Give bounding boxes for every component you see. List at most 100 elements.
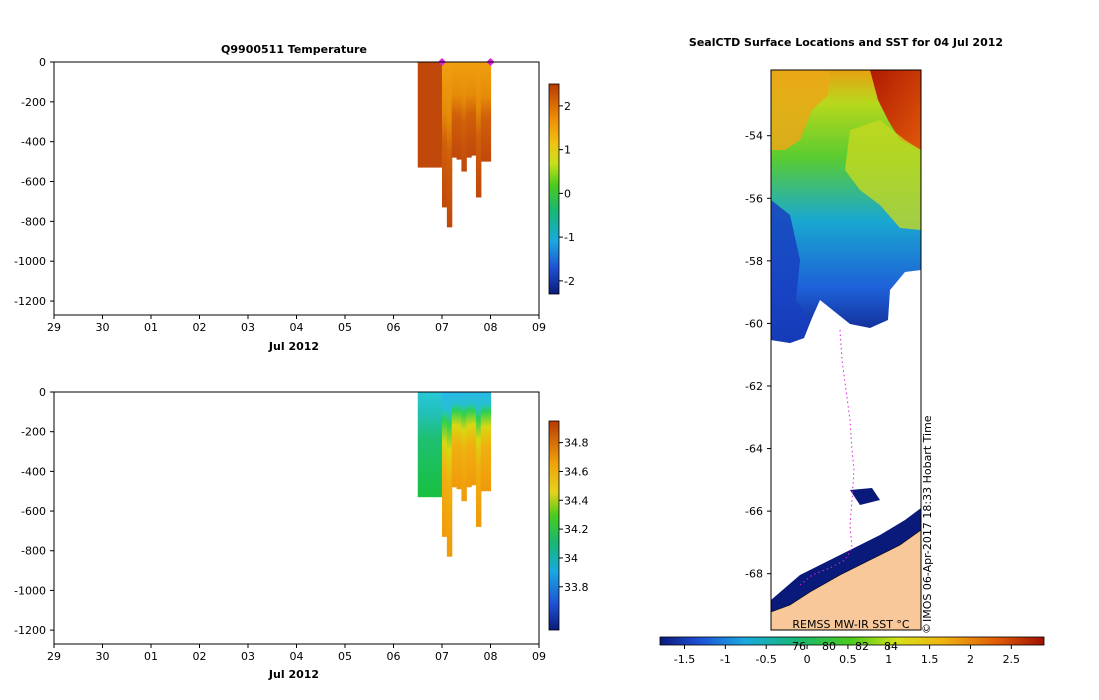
salinity-xtick-label: 06 xyxy=(387,650,401,663)
sst-lat-tick-label: -64 xyxy=(745,443,763,456)
salinity-xtick-label: 01 xyxy=(144,650,158,663)
temperature-ytick-label: -600 xyxy=(21,176,46,189)
salinity-profile-cell xyxy=(442,392,448,537)
sst-lat-tick-label: -68 xyxy=(745,568,763,581)
sst-colorbar-extra-label: 84 xyxy=(884,640,898,653)
temperature-profile-cell xyxy=(446,62,453,228)
temperature-profile-cell xyxy=(456,62,462,160)
salinity-xlabel: Jul 2012 xyxy=(268,668,319,681)
salinity-panel: 29 30 01 02 03 04 05 06 07 08 09 0 -200 -400 -600 -800 -… xyxy=(14,386,588,681)
temperature-colorbar-tick-label: 0 xyxy=(564,187,571,200)
temperature-xtick-label: 01 xyxy=(144,321,158,334)
salinity-profile-cell xyxy=(485,392,492,492)
salinity-profile-cell xyxy=(446,392,453,557)
temperature-panel: Q9900511 Temperature 29 30 01 02 03 04 05 06 07 0… xyxy=(14,43,575,353)
temperature-ytick-label: -1200 xyxy=(14,295,46,308)
salinity-profile-cell xyxy=(475,392,482,527)
salinity-colorbar-tick-label: 34 xyxy=(564,552,578,565)
temperature-ytick-label: -200 xyxy=(21,96,46,109)
sst-colorbar-tick-label: 1 xyxy=(885,653,892,666)
temperature-colorbar-tick-label: 2 xyxy=(564,100,571,113)
salinity-xtick-label: 05 xyxy=(338,650,352,663)
temperature-xtick-label: 30 xyxy=(96,321,110,334)
temperature-ticks: 29 30 01 02 03 04 05 06 07 08 09 0 -200 -400 -600 -800 -… xyxy=(14,56,546,334)
sst-ice-edge xyxy=(771,508,921,612)
temperature-profile-cell xyxy=(466,62,472,158)
sst-map-panel: SealCTD Surface Locations and SST for 04… xyxy=(659,36,1045,666)
sst-colorbar-tick-label: 2 xyxy=(967,653,974,666)
temperature-xlabel: Jul 2012 xyxy=(268,340,319,353)
sst-lat-tick-label: -58 xyxy=(745,255,763,268)
salinity-colorbar-tick-label: 34.8 xyxy=(564,437,589,450)
temperature-colorbar xyxy=(548,83,560,295)
sst-lat-tick-label: -56 xyxy=(745,192,763,205)
temperature-colorbar-ticks: -2 -1 0 1 2 xyxy=(559,100,575,288)
salinity-colorbar-tick-label: 34.2 xyxy=(564,523,589,536)
imos-credit: IMOS 06-Apr-2017 18:33 Hobart Time xyxy=(921,415,934,622)
salinity-profile-cell xyxy=(427,392,433,498)
salinity-colorbar-tick-label: 34.6 xyxy=(564,465,589,478)
sst-lat-tick-label: -62 xyxy=(745,380,763,393)
temperature-profile-cell xyxy=(437,62,443,168)
temperature-title: Q9900511 Temperature xyxy=(221,43,367,56)
sst-colorbar-tick-label: 0.5 xyxy=(839,653,857,666)
sst-colorbar-tick-label: 1.5 xyxy=(921,653,939,666)
temperature-profile-cell xyxy=(432,62,438,168)
salinity-colorbar-ticks: 33.8 34 34.2 34.4 34.6 34.8 xyxy=(559,437,589,594)
sst-map-frame xyxy=(770,69,922,631)
salinity-profile-cell xyxy=(432,392,438,498)
salinity-profile-cell xyxy=(451,392,458,488)
temperature-xtick-label: 04 xyxy=(290,321,304,334)
temperature-xtick-label: 02 xyxy=(193,321,207,334)
sst-colorbar xyxy=(659,636,1045,646)
temperature-xtick-label: 08 xyxy=(484,321,498,334)
salinity-profile-cell xyxy=(456,392,462,490)
temperature-profile-cell xyxy=(442,62,448,208)
salinity-xtick-label: 09 xyxy=(532,650,546,663)
salinity-ytick-label: 0 xyxy=(39,386,46,399)
salinity-profile-cell xyxy=(461,392,467,502)
temperature-xtick-label: 09 xyxy=(532,321,546,334)
copyright-mark: © xyxy=(920,623,933,634)
temperature-profile-cell xyxy=(471,62,477,156)
sst-field xyxy=(770,69,922,631)
salinity-ytick-label: -1200 xyxy=(14,624,46,637)
temperature-ytick-label: 0 xyxy=(39,56,46,69)
sst-lat-tick-label: -54 xyxy=(745,130,763,143)
sst-colorbar-title: REMSS MW-IR SST °C xyxy=(792,618,910,631)
sst-cold-west xyxy=(771,200,810,343)
salinity-profile-cell xyxy=(437,392,443,498)
salinity-ytick-label: -200 xyxy=(21,426,46,439)
sst-lat-tick-label: -60 xyxy=(745,317,763,330)
temperature-profile-cell xyxy=(451,62,458,158)
salinity-ytick-label: -800 xyxy=(21,545,46,558)
sst-colorbar-tick-label: -1 xyxy=(720,653,731,666)
temperature-colorbar-tick-label: 1 xyxy=(564,144,571,157)
salinity-colorbar-tick-label: 34.4 xyxy=(564,494,589,507)
salinity-xtick-label: 08 xyxy=(484,650,498,663)
salinity-colorbar xyxy=(548,420,560,631)
temperature-xtick-label: 29 xyxy=(47,321,61,334)
salinity-profiles xyxy=(417,392,492,557)
salinity-profile-cell xyxy=(422,392,429,498)
salinity-xtick-label: 07 xyxy=(435,650,449,663)
salinity-xtick-label: 02 xyxy=(193,650,207,663)
temperature-ytick-label: -800 xyxy=(21,215,46,228)
salinity-xtick-label: 03 xyxy=(241,650,255,663)
sst-map-ticks: -54 -56 -58 -60 -62 -64 -66 -68 xyxy=(745,130,771,581)
salinity-colorbar-tick-label: 33.8 xyxy=(564,581,589,594)
salinity-ticks: 29 30 01 02 03 04 05 06 07 08 09 0 -200 -400 -600 -800 -… xyxy=(14,386,546,663)
sst-colorbar-tick-label: -0.5 xyxy=(755,653,776,666)
temperature-xtick-label: 07 xyxy=(435,321,449,334)
temperature-profile-cell xyxy=(480,62,487,162)
sst-map-title: SealCTD Surface Locations and SST for 04… xyxy=(689,36,1003,49)
temperature-profile-cell xyxy=(485,62,492,162)
sst-yellow-patch xyxy=(771,70,830,150)
salinity-xtick-label: 30 xyxy=(96,650,110,663)
temperature-xtick-label: 03 xyxy=(241,321,255,334)
temperature-colorbar-tick-label: -2 xyxy=(564,275,575,288)
sst-colorbar-extra-label: 80 xyxy=(822,640,836,653)
temperature-profile-cell xyxy=(475,62,482,198)
salinity-xtick-label: 04 xyxy=(290,650,304,663)
